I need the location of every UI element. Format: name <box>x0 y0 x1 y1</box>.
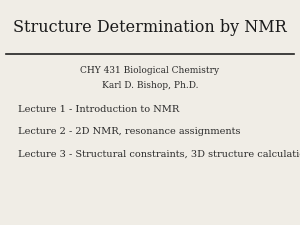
Text: Karl D. Bishop, Ph.D.: Karl D. Bishop, Ph.D. <box>102 81 198 90</box>
Text: Lecture 3 - Structural constraints, 3D structure calculation: Lecture 3 - Structural constraints, 3D s… <box>18 150 300 159</box>
Text: Structure Determination by NMR: Structure Determination by NMR <box>13 18 287 36</box>
Text: CHY 431 Biological Chemistry: CHY 431 Biological Chemistry <box>80 66 220 75</box>
Text: Lecture 1 - Introduction to NMR: Lecture 1 - Introduction to NMR <box>18 105 179 114</box>
Text: Lecture 2 - 2D NMR, resonance assignments: Lecture 2 - 2D NMR, resonance assignment… <box>18 127 241 136</box>
